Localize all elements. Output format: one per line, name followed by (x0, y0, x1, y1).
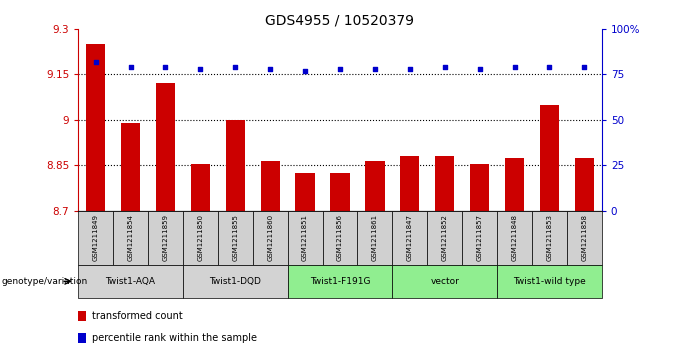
Text: GSM1211857: GSM1211857 (477, 214, 483, 261)
Point (90, 59, 101, 65)
Bar (358, 211, 392, 265)
Text: Twist1-F191G: Twist1-F191G (310, 277, 370, 286)
Text: GSM1211861: GSM1211861 (372, 214, 378, 261)
Text: Twist1-DQD: Twist1-DQD (209, 277, 261, 286)
Point (195, 66, 206, 72)
Text: GSM1211852: GSM1211852 (442, 214, 447, 261)
Text: GSM1211856: GSM1211856 (337, 214, 343, 261)
Bar (401, 156, 420, 211)
Bar (497, 211, 532, 265)
Bar (288, 265, 392, 298)
Bar (288, 211, 322, 265)
Bar (78, 333, 86, 343)
Bar (540, 105, 559, 211)
Point (230, 64, 241, 70)
Title: GDS4955 / 10520379: GDS4955 / 10520379 (265, 14, 415, 28)
Text: Twist1-wild type: Twist1-wild type (513, 277, 585, 286)
Bar (78, 265, 183, 298)
Text: Twist1-AQA: Twist1-AQA (105, 277, 156, 286)
Bar (156, 83, 175, 211)
Bar (148, 211, 183, 265)
Bar (427, 211, 462, 265)
Text: GSM1211850: GSM1211850 (197, 214, 203, 261)
Bar (470, 164, 489, 211)
Point (439, 64, 450, 70)
Text: vector: vector (430, 277, 459, 286)
Bar (78, 311, 86, 321)
Bar (392, 265, 497, 298)
Bar (121, 123, 140, 211)
Text: GSM1211848: GSM1211848 (511, 214, 517, 261)
Bar (183, 265, 288, 298)
Bar (253, 211, 288, 265)
Text: GSM1211858: GSM1211858 (581, 214, 588, 261)
Bar (78, 211, 113, 265)
Point (160, 64, 171, 70)
Bar (497, 265, 602, 298)
Bar (330, 173, 350, 211)
Point (369, 66, 380, 72)
Point (265, 66, 275, 72)
Bar (191, 164, 210, 211)
Bar (296, 173, 315, 211)
Bar (435, 156, 454, 211)
Point (125, 64, 136, 70)
Bar (113, 211, 148, 265)
Text: GSM1211859: GSM1211859 (163, 214, 169, 261)
Text: GSM1211847: GSM1211847 (407, 214, 413, 261)
Text: GSM1211849: GSM1211849 (92, 214, 99, 261)
Text: GSM1211860: GSM1211860 (267, 214, 273, 261)
Point (474, 66, 485, 72)
Text: GSM1211851: GSM1211851 (302, 214, 308, 261)
Bar (260, 160, 279, 211)
Text: percentile rank within the sample: percentile rank within the sample (92, 333, 257, 343)
Point (335, 66, 345, 72)
Point (579, 64, 590, 70)
Bar (183, 211, 218, 265)
Bar (86, 44, 105, 211)
Point (544, 64, 555, 70)
Text: GSM1211854: GSM1211854 (128, 214, 133, 261)
Bar (322, 211, 358, 265)
Text: transformed count: transformed count (92, 311, 182, 321)
Text: genotype/variation: genotype/variation (1, 277, 88, 286)
Point (509, 64, 520, 70)
Bar (575, 158, 594, 211)
Bar (392, 211, 427, 265)
Bar (505, 158, 524, 211)
Bar (218, 211, 253, 265)
Bar (532, 211, 567, 265)
Point (405, 66, 415, 72)
Text: GSM1211855: GSM1211855 (233, 214, 238, 261)
Bar (567, 211, 602, 265)
Point (300, 68, 311, 74)
Bar (226, 120, 245, 211)
Bar (365, 160, 384, 211)
Bar (462, 211, 497, 265)
Text: GSM1211853: GSM1211853 (547, 214, 552, 261)
